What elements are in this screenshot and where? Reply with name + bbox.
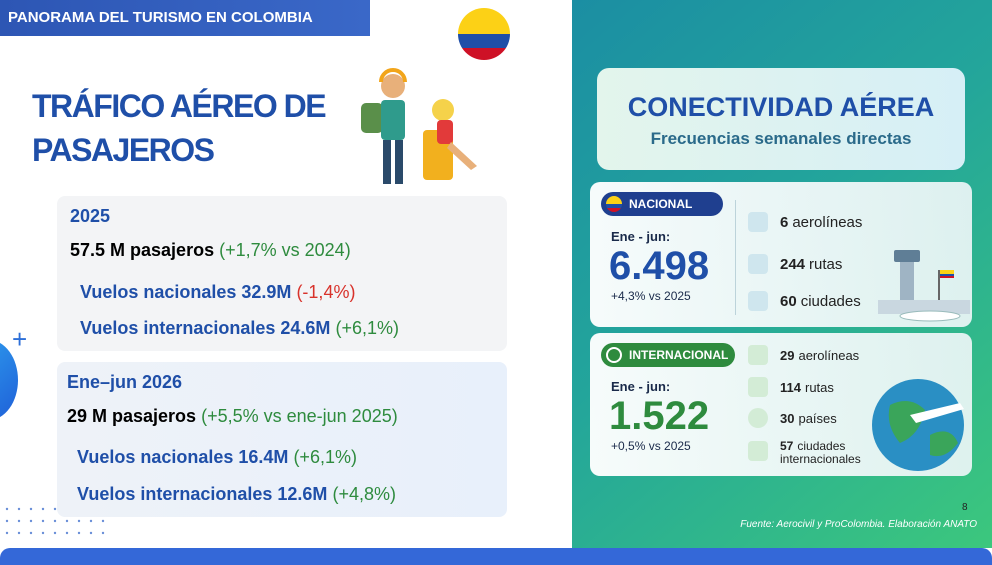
stat: 29 aerolíneas bbox=[780, 348, 859, 363]
card-value: 1.522 bbox=[609, 394, 710, 438]
divider bbox=[735, 200, 736, 315]
stat: 6 aerolíneas bbox=[780, 214, 862, 231]
right-subtitle: Frecuencias semanales directas bbox=[650, 129, 912, 148]
stat-label: rutas bbox=[809, 256, 843, 273]
source-note: Fuente: Aerocivil y ProColombia. Elabora… bbox=[740, 519, 977, 530]
block-total: 29 M pasajeros bbox=[67, 406, 197, 426]
block-line: Vuelos internacionales 12.6M (+4,8%) bbox=[77, 484, 396, 505]
stat: 57 ciudades internacionales bbox=[780, 440, 870, 466]
stat: 30 países bbox=[780, 411, 837, 426]
route-icon bbox=[748, 377, 768, 397]
line-label: Vuelos nacionales 16.4M bbox=[77, 447, 289, 467]
city-icon bbox=[748, 291, 768, 311]
circle-decoration bbox=[0, 340, 18, 420]
block-line: Vuelos nacionales 32.9M (-1,4%) bbox=[80, 282, 355, 303]
line-change: (-1,4%) bbox=[296, 282, 356, 302]
badge-icon bbox=[606, 196, 622, 212]
badge-icon bbox=[606, 347, 622, 363]
city-icon bbox=[748, 441, 768, 461]
block-line: Vuelos internacionales 24.6M (+6,1%) bbox=[80, 318, 399, 339]
block-total: 57.5 M pasajeros bbox=[70, 240, 215, 260]
block-period: 2025 bbox=[70, 206, 111, 226]
stat-value: 244 bbox=[780, 256, 806, 273]
stat-label: ciudades internacionales bbox=[780, 439, 861, 466]
right-title: CONECTIVIDAD AÉREA bbox=[627, 92, 935, 122]
block-line: Vuelos nacionales 16.4M (+6,1%) bbox=[77, 447, 357, 468]
travelers-illustration bbox=[361, 68, 477, 184]
stat-label: aerolíneas bbox=[792, 214, 863, 231]
block-total-change: (+1,7% vs 2024) bbox=[219, 240, 351, 260]
line-label: Vuelos nacionales 32.9M bbox=[80, 282, 292, 302]
block-2026: Ene–jun 2026 29 M pasajeros (+5,5% vs en… bbox=[57, 362, 507, 517]
stat-value: 57 bbox=[780, 439, 794, 453]
footer-bar bbox=[0, 548, 992, 565]
line-change: (+6,1%) bbox=[335, 318, 399, 338]
national-card: NACIONAL Ene - jun: 6.498 +4,3% vs 2025 … bbox=[590, 182, 972, 327]
block-total-change: (+5,5% vs ene-jun 2025) bbox=[201, 406, 398, 426]
block-total-row: 57.5 M pasajeros (+1,7% vs 2024) bbox=[70, 240, 351, 261]
stat-label: países bbox=[798, 411, 837, 426]
stat-value: 30 bbox=[780, 411, 795, 426]
card-value: 6.498 bbox=[609, 244, 710, 288]
right-title-card: CONECTIVIDAD AÉREA Frecuencias semanales… bbox=[597, 68, 965, 170]
plane-icon bbox=[748, 212, 768, 232]
header-title: PANORAMA DEL TURISMO EN COLOMBIA bbox=[8, 9, 313, 26]
header-banner: PANORAMA DEL TURISMO EN COLOMBIA bbox=[0, 0, 370, 36]
block-2025: 2025 57.5 M pasajeros (+1,7% vs 2024) Vu… bbox=[57, 196, 507, 351]
stat-value: 29 bbox=[780, 348, 795, 363]
stat-value: 6 bbox=[780, 214, 789, 231]
line-change: (+6,1%) bbox=[293, 447, 357, 467]
stat-value: 114 bbox=[780, 380, 801, 395]
stat-value: 60 bbox=[780, 293, 797, 310]
page-number: 8 bbox=[962, 502, 968, 513]
line-change: (+4,8%) bbox=[332, 484, 396, 504]
international-card: INTERNACIONAL Ene - jun: 1.522 +0,5% vs … bbox=[590, 333, 972, 476]
colombia-flag bbox=[458, 8, 510, 60]
stat-label: ciudades bbox=[800, 293, 861, 310]
plus-decoration: + bbox=[12, 324, 28, 354]
badge-text: NACIONAL bbox=[629, 197, 693, 211]
stat: 60 ciudades bbox=[780, 293, 861, 310]
airport-illustration bbox=[878, 250, 970, 322]
line-label: Vuelos internacionales 12.6M bbox=[77, 484, 328, 504]
card-badge: NACIONAL bbox=[601, 192, 723, 216]
globe-illustration bbox=[872, 379, 964, 471]
badge-text: INTERNACIONAL bbox=[629, 348, 729, 362]
block-period: Ene–jun 2026 bbox=[67, 372, 183, 392]
line-label: Vuelos internacionales 24.6M bbox=[80, 318, 331, 338]
card-period: Ene - jun: bbox=[611, 229, 671, 244]
card-period: Ene - jun: bbox=[611, 379, 671, 394]
route-icon bbox=[748, 254, 768, 274]
stat-label: rutas bbox=[804, 380, 834, 395]
left-title: TRÁFICO AÉREO DE PASAJEROS bbox=[32, 88, 327, 168]
globe-icon bbox=[748, 408, 768, 428]
plane-icon bbox=[748, 345, 768, 365]
block-total-row: 29 M pasajeros (+5,5% vs ene-jun 2025) bbox=[67, 406, 398, 427]
card-badge: INTERNACIONAL bbox=[601, 343, 735, 367]
stat: 244 rutas bbox=[780, 256, 842, 273]
card-change: +0,5% vs 2025 bbox=[611, 439, 691, 453]
card-change: +4,3% vs 2025 bbox=[611, 289, 691, 303]
stat: 114 rutas bbox=[780, 380, 834, 395]
stat-label: aerolíneas bbox=[798, 348, 860, 363]
